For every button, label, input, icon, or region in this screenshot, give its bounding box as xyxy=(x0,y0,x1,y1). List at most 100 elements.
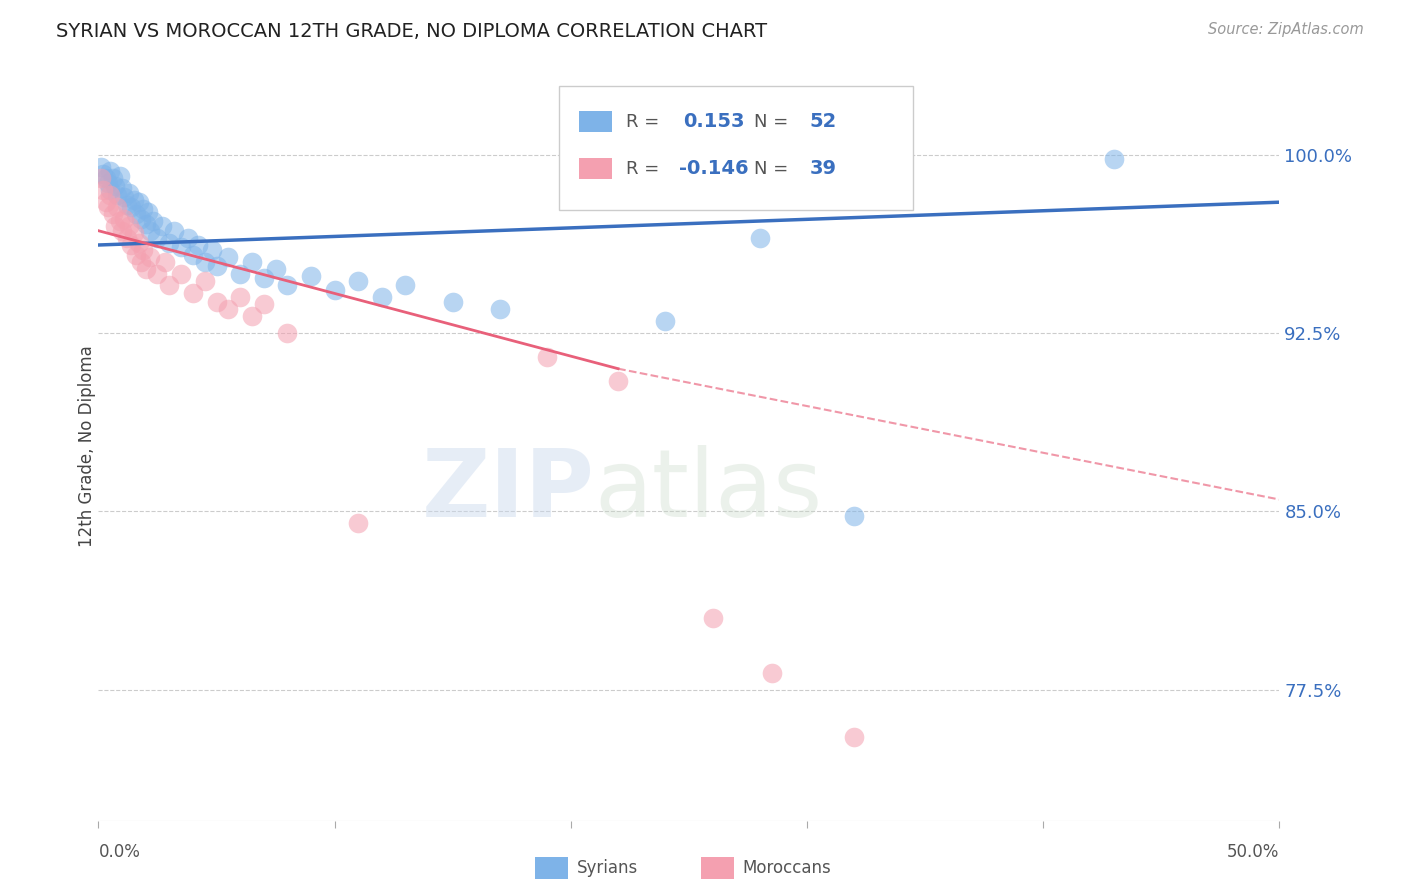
Point xyxy=(347,516,370,531)
Point xyxy=(170,240,193,254)
Point xyxy=(347,274,370,288)
Text: 52: 52 xyxy=(810,112,837,131)
Point xyxy=(136,204,159,219)
FancyBboxPatch shape xyxy=(560,87,914,210)
Text: 0.0%: 0.0% xyxy=(98,843,141,861)
Text: SYRIAN VS MOROCCAN 12TH GRADE, NO DIPLOMA CORRELATION CHART: SYRIAN VS MOROCCAN 12TH GRADE, NO DIPLOM… xyxy=(56,22,768,41)
Point xyxy=(115,231,138,245)
Point xyxy=(108,214,131,228)
Point xyxy=(761,666,783,681)
Point xyxy=(157,278,180,293)
Point xyxy=(112,190,135,204)
Point xyxy=(217,250,239,264)
Point xyxy=(97,176,120,190)
Y-axis label: 12th Grade, No Diploma: 12th Grade, No Diploma xyxy=(79,345,96,547)
Point xyxy=(135,261,157,276)
Point xyxy=(94,171,117,186)
Point xyxy=(607,374,630,388)
Point xyxy=(122,226,145,240)
Text: R =: R = xyxy=(626,160,665,178)
Point xyxy=(90,171,112,186)
Text: 50.0%: 50.0% xyxy=(1227,843,1279,861)
Point xyxy=(240,254,263,268)
Point xyxy=(654,314,676,328)
Point xyxy=(217,302,239,317)
Text: atlas: atlas xyxy=(595,445,823,537)
Point xyxy=(150,219,173,233)
Point xyxy=(112,211,135,226)
Point xyxy=(205,295,228,310)
Point xyxy=(177,231,200,245)
Point xyxy=(115,197,138,211)
Text: 39: 39 xyxy=(810,160,837,178)
Point xyxy=(129,211,152,226)
Point xyxy=(1102,153,1125,167)
Point xyxy=(121,238,143,252)
Point xyxy=(132,202,155,217)
Point xyxy=(157,235,180,250)
Point xyxy=(98,183,121,197)
Point xyxy=(153,254,176,268)
Point xyxy=(163,224,186,238)
Text: Moroccans: Moroccans xyxy=(742,859,831,877)
Point xyxy=(536,350,558,364)
Point xyxy=(118,186,141,200)
Point xyxy=(229,290,252,304)
Point xyxy=(108,169,131,183)
Point xyxy=(139,224,162,238)
Point xyxy=(91,183,114,197)
Bar xyxy=(579,112,612,132)
Point xyxy=(121,200,143,214)
Text: N =: N = xyxy=(754,160,794,178)
Point xyxy=(101,207,124,221)
Bar xyxy=(700,856,734,880)
Point xyxy=(118,219,141,233)
Point xyxy=(98,164,121,178)
Point xyxy=(748,231,770,245)
Point xyxy=(104,219,127,233)
Point xyxy=(441,295,464,310)
Point xyxy=(128,235,150,250)
Point xyxy=(253,271,276,285)
Point xyxy=(489,302,512,317)
Point xyxy=(135,217,157,231)
Point xyxy=(111,181,134,195)
Point xyxy=(702,611,724,625)
Point xyxy=(105,200,128,214)
Point xyxy=(229,267,252,281)
Text: R =: R = xyxy=(626,112,665,130)
Text: -0.146: -0.146 xyxy=(679,160,749,178)
Point xyxy=(253,297,276,311)
Point xyxy=(844,731,866,745)
Point xyxy=(139,250,162,264)
Point xyxy=(142,214,165,228)
Point xyxy=(194,274,217,288)
Point xyxy=(101,171,124,186)
Text: Syrians: Syrians xyxy=(576,859,638,877)
Point xyxy=(94,195,117,210)
Bar xyxy=(579,158,612,179)
Point xyxy=(264,261,287,276)
Text: 0.153: 0.153 xyxy=(683,112,745,131)
Point xyxy=(276,326,298,340)
Text: ZIP: ZIP xyxy=(422,445,595,537)
Point xyxy=(111,224,134,238)
Point xyxy=(181,247,204,261)
Point xyxy=(129,254,152,268)
Point xyxy=(323,283,346,297)
Point xyxy=(205,260,228,274)
Point xyxy=(132,243,155,257)
Point xyxy=(91,167,114,181)
Text: N =: N = xyxy=(754,112,794,130)
Point xyxy=(276,278,298,293)
Text: Source: ZipAtlas.com: Source: ZipAtlas.com xyxy=(1208,22,1364,37)
Point xyxy=(125,207,148,221)
Point xyxy=(299,268,322,283)
Point xyxy=(125,247,148,261)
Point xyxy=(105,188,128,202)
Point xyxy=(240,310,263,324)
Point xyxy=(371,290,394,304)
Point xyxy=(104,178,127,193)
Point xyxy=(844,509,866,524)
Point xyxy=(394,278,416,293)
